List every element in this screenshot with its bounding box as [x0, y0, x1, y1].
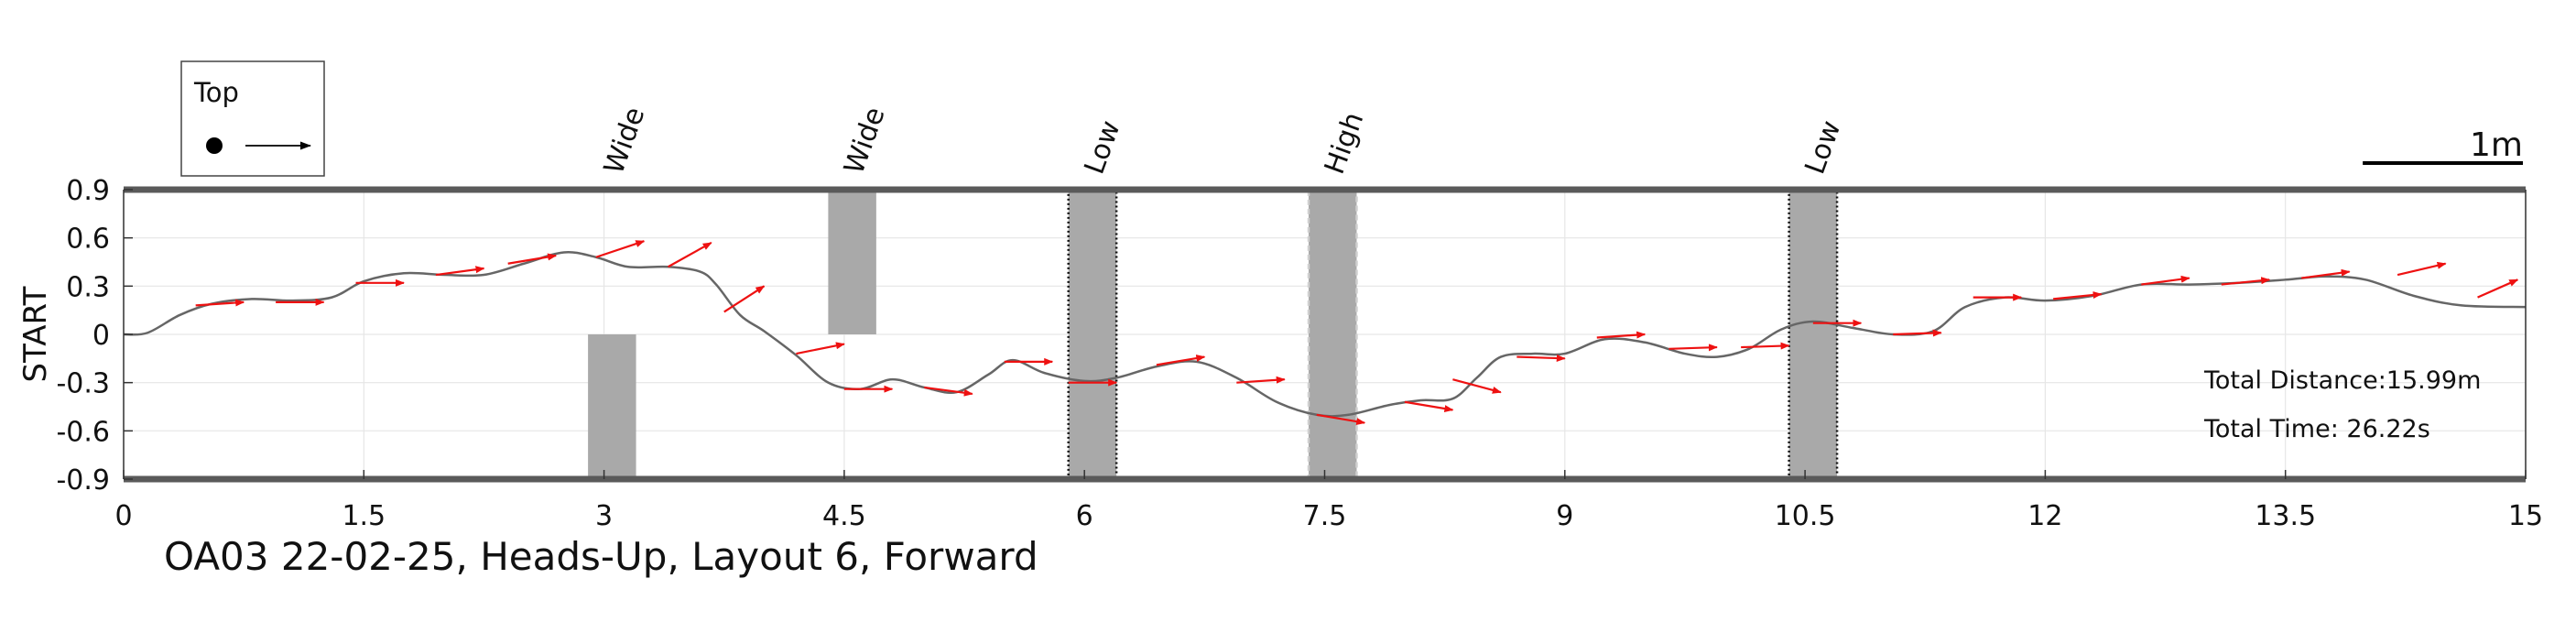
- scale-bar-label: 1m: [2470, 126, 2523, 164]
- heading-arrow: [507, 253, 558, 265]
- legend-box: [180, 60, 325, 177]
- x-tick-label: 4.5: [822, 500, 866, 532]
- obstacle-zone: [1067, 188, 1118, 481]
- y-tick-label: -0.9: [56, 464, 110, 497]
- zone-label: Wide: [838, 103, 891, 178]
- y-tick-label: -0.6: [56, 416, 110, 448]
- heading-arrow: [2301, 268, 2351, 279]
- zone-labels: Wide Wide Low High Low: [598, 103, 1848, 178]
- x-tick-label: 13.5: [2255, 500, 2316, 532]
- heading-arrow: [924, 386, 973, 397]
- x-tick-label: 3: [595, 500, 613, 532]
- zone-label: Low: [1079, 116, 1127, 178]
- heading-arrow: [435, 266, 485, 277]
- heading-arrow: [1668, 344, 1718, 352]
- heading-arrow: [195, 299, 245, 307]
- legend: Top: [180, 60, 325, 177]
- total-distance-text: Total Distance:15.99m: [2203, 366, 2481, 395]
- x-tick-label: 6: [1076, 500, 1093, 532]
- heading-arrow: [1596, 331, 1647, 339]
- heading-arrow: [1236, 376, 1286, 384]
- heading-arrow: [723, 285, 766, 313]
- y-axis-label: START: [17, 286, 54, 382]
- x-tick-label: 7.5: [1303, 500, 1347, 532]
- legend-title: Top: [193, 77, 239, 108]
- heading-arrow: [2477, 278, 2519, 299]
- scale-bar: 1m: [2363, 126, 2523, 165]
- heading-arrow: [1516, 355, 1566, 363]
- total-time-text: Total Time: 26.22s: [2203, 415, 2430, 443]
- heading-arrow: [1741, 342, 1790, 350]
- y-tick-label: 0.9: [66, 175, 110, 207]
- heading-arrow: [1452, 378, 1502, 394]
- heading-arrow: [1404, 400, 1454, 412]
- legend-dot-icon: [206, 137, 223, 154]
- x-tick-label: 0: [114, 500, 132, 532]
- obstacle-zone: [828, 190, 876, 334]
- heading-arrow: [1316, 413, 1366, 426]
- obstacle-zone: [1307, 188, 1358, 481]
- heading-arrow: [1156, 355, 1206, 366]
- y-tick-label: 0.3: [66, 271, 110, 303]
- x-tick-label: 10.5: [1775, 500, 1836, 532]
- heading-arrow: [2221, 277, 2271, 286]
- heading-arrow: [796, 342, 845, 355]
- heading-arrow: [668, 241, 712, 268]
- chart-title: OA03 22-02-25, Heads-Up, Layout 6, Forwa…: [164, 534, 1038, 579]
- x-tick-label: 9: [1556, 500, 1573, 532]
- y-tick-label: -0.3: [56, 368, 110, 400]
- heading-arrow: [2397, 261, 2447, 277]
- obstacle-zone: [1788, 188, 1839, 481]
- obstacle-zone: [588, 334, 636, 479]
- heading-arrows: [195, 240, 2519, 426]
- heading-arrow: [2141, 275, 2190, 286]
- y-tick-label: 0: [92, 320, 110, 352]
- heading-arrow: [595, 240, 646, 258]
- zone-label: Low: [1799, 116, 1847, 178]
- x-tick-label: 15: [2508, 500, 2543, 532]
- heading-arrow: [2053, 291, 2103, 300]
- y-tick-label: 0.6: [66, 224, 110, 256]
- x-tick-label: 12: [2027, 500, 2062, 532]
- zone-label: Wide: [598, 103, 651, 178]
- x-tick-label: 1.5: [342, 500, 386, 532]
- heading-arrow: [1893, 329, 1942, 337]
- zone-label: High: [1319, 108, 1370, 179]
- axis-ticks: 0 1.5 3 4.5 6 7.5 9 10.5 12 13.5 15 0.9 0.6 0.3 0 -0.3 -…: [56, 175, 2543, 532]
